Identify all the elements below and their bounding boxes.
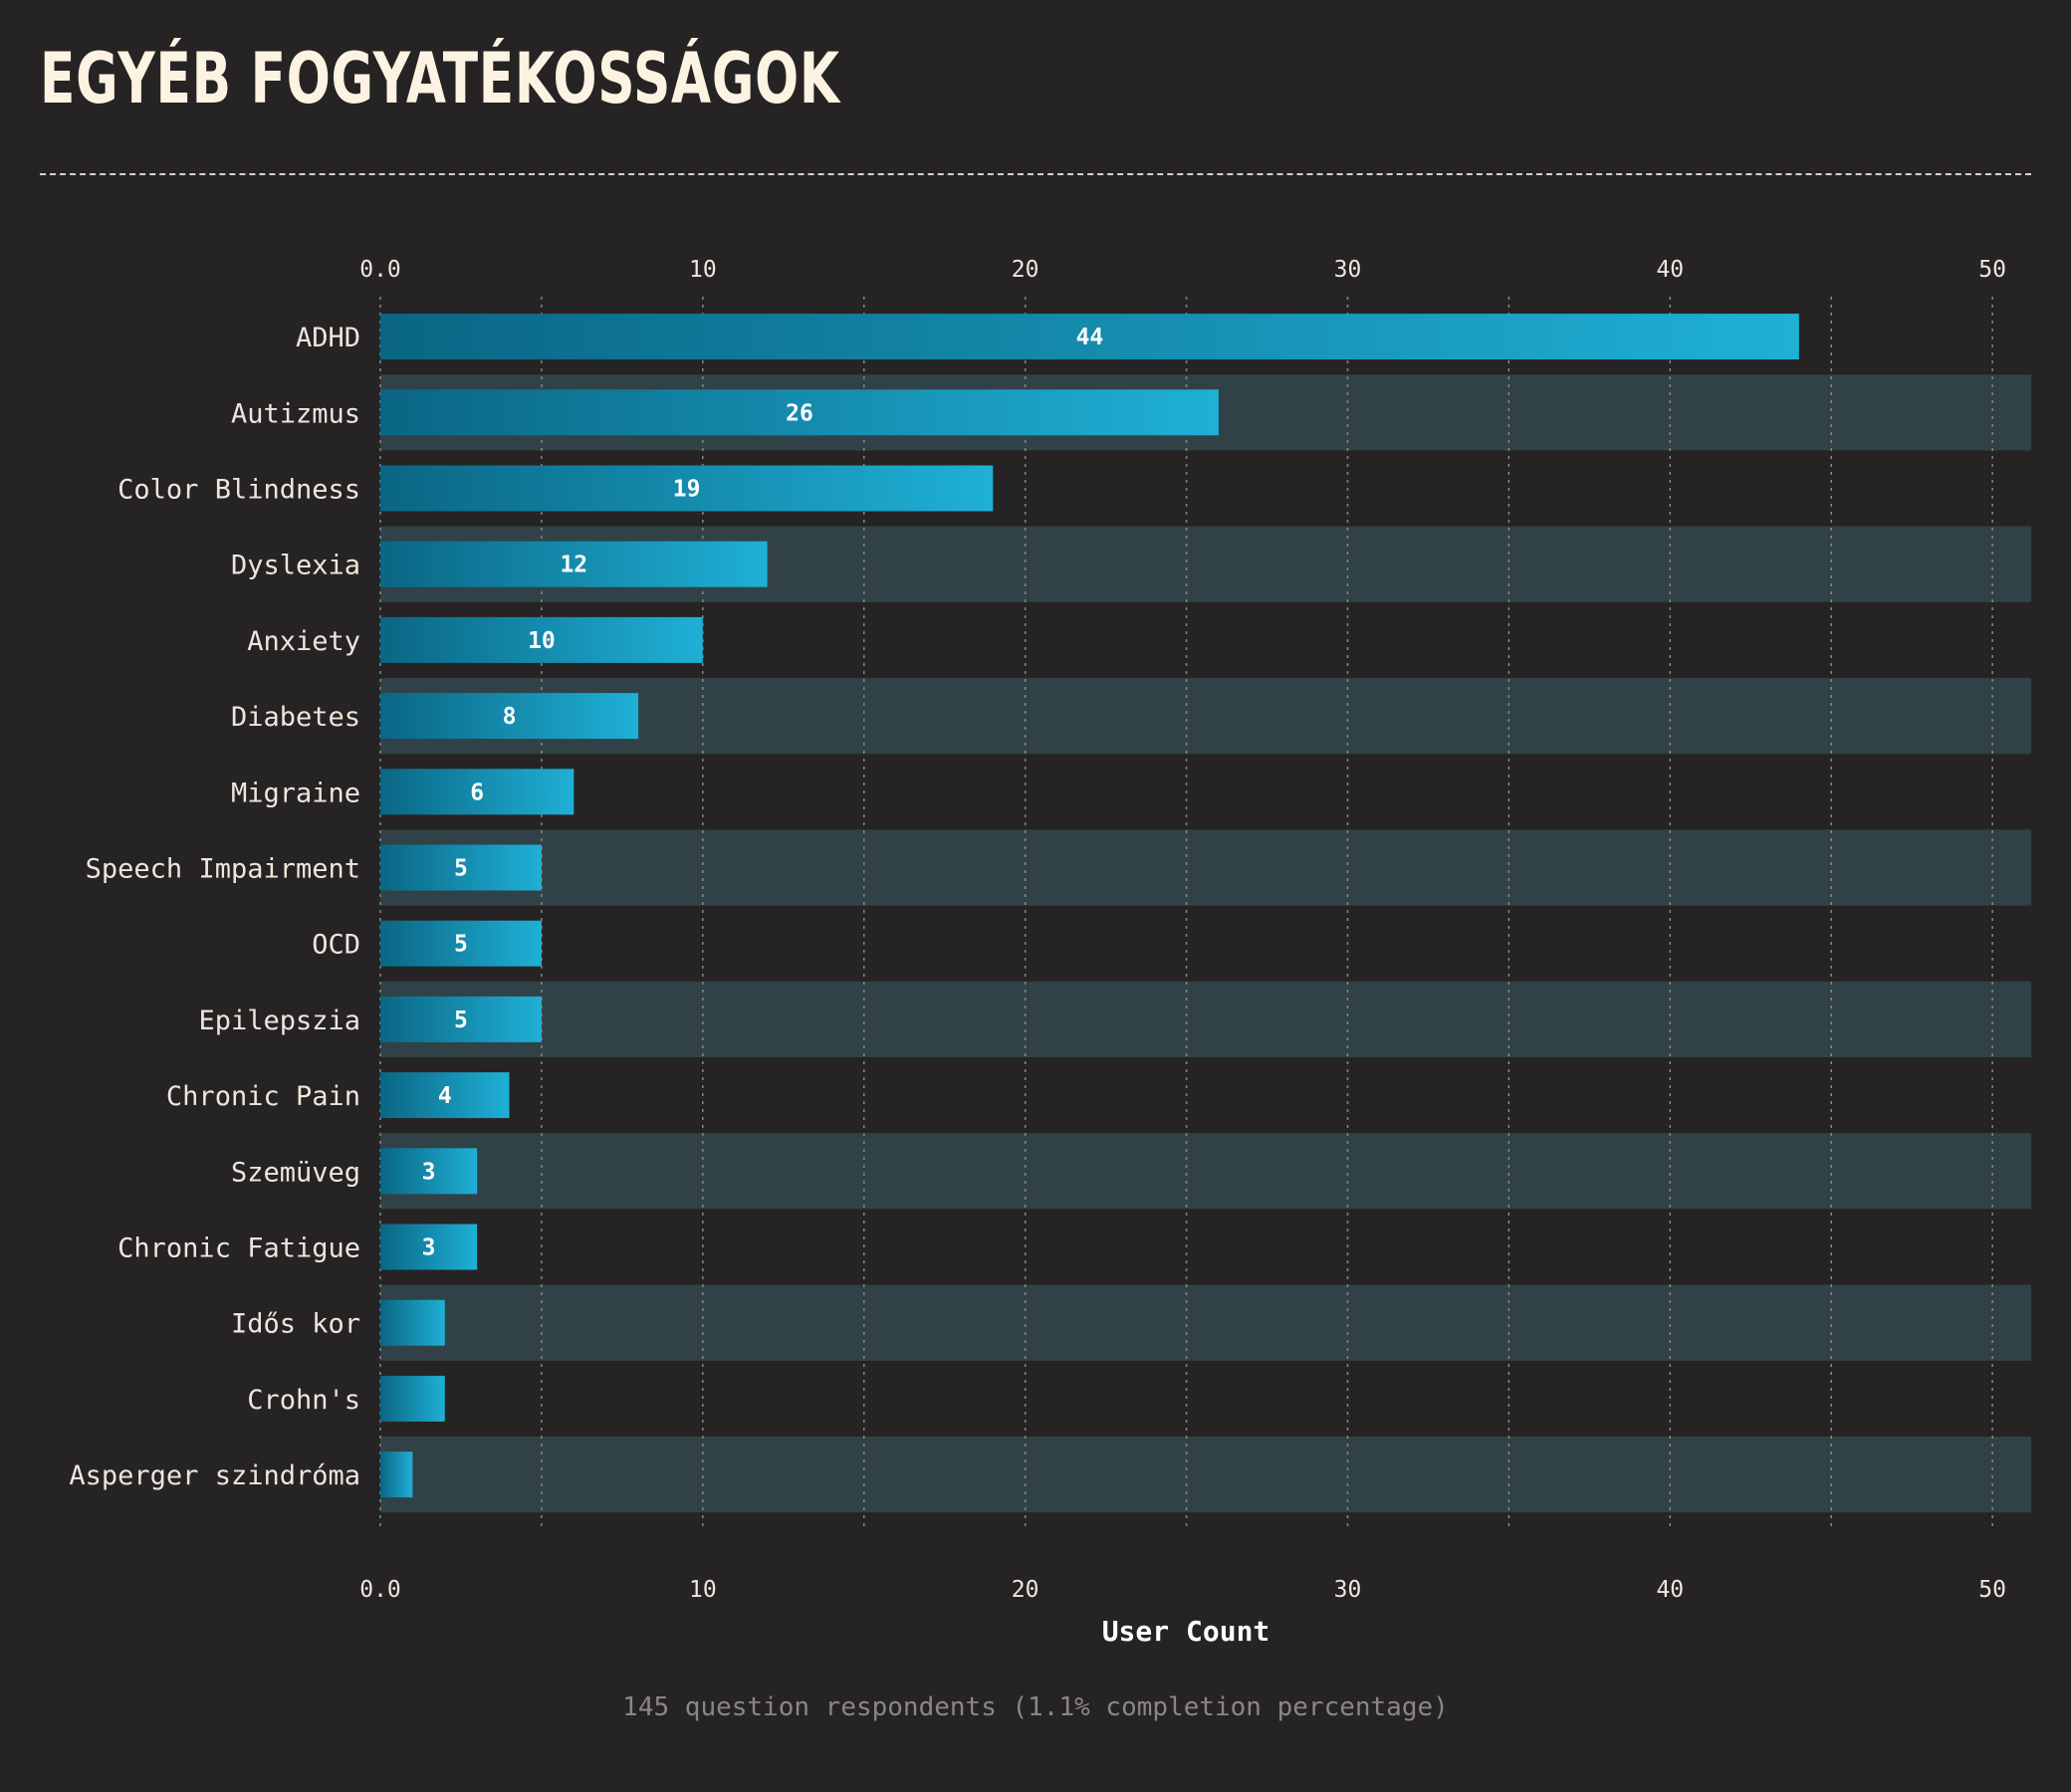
bar-value-label: 26 xyxy=(786,400,813,426)
page-title: EGYÉB FOGYATÉKOSSÁGOK xyxy=(40,38,840,119)
x-tick-label-top: 10 xyxy=(689,257,717,283)
category-label: Crohn's xyxy=(247,1385,360,1416)
bar xyxy=(380,693,639,740)
bar-value-label: 4 xyxy=(438,1083,452,1109)
category-label: Chronic Pain xyxy=(166,1081,360,1112)
bar xyxy=(380,1452,413,1498)
x-tick-label-bottom: 30 xyxy=(1334,1577,1362,1603)
x-tick-label-bottom: 40 xyxy=(1656,1577,1684,1603)
category-label: Anxiety xyxy=(247,626,360,657)
row-band xyxy=(380,981,2031,1057)
x-tick-label-top: 0.0 xyxy=(359,257,401,283)
bar-value-label: 3 xyxy=(422,1235,436,1261)
bar xyxy=(380,769,575,815)
bars xyxy=(380,314,1799,1498)
row-band xyxy=(380,1284,2031,1361)
bar xyxy=(380,1224,478,1270)
value-labels: 44 26 19 12 10 8 6 5 5 5 4 3 3 xyxy=(422,325,1104,1260)
bar xyxy=(380,1375,445,1422)
bar xyxy=(380,314,1799,360)
bar xyxy=(380,844,542,891)
bar xyxy=(380,1072,510,1119)
x-tick-label-bottom: 20 xyxy=(1012,1577,1039,1603)
category-labels: ADHD Autizmus Color Blindness Dyslexia Anxie… xyxy=(69,323,360,1491)
x-axis-title: User Count xyxy=(1102,1615,1270,1648)
x-tick-label-bottom: 0.0 xyxy=(359,1577,401,1603)
category-label: Epilepszia xyxy=(198,1006,360,1036)
footnote: 145 question respondents (1.1% completio… xyxy=(622,1692,1449,1722)
x-tick-label-bottom: 50 xyxy=(1978,1577,2006,1603)
bar-chart: 0.0 10 20 30 40 50 0.0 10 20 30 40 50 ADHD Autizmus… xyxy=(69,257,2031,1648)
bar xyxy=(380,996,542,1042)
category-label: ADHD xyxy=(296,323,360,353)
row-band xyxy=(380,1437,2031,1513)
bar-value-label: 8 xyxy=(503,704,517,730)
x-tick-label-top: 30 xyxy=(1334,257,1362,283)
bar xyxy=(380,920,542,967)
x-tick-label-top: 50 xyxy=(1978,257,2006,283)
bar xyxy=(380,541,768,587)
bar-value-label: 12 xyxy=(560,553,587,578)
category-label: Color Blindness xyxy=(117,475,360,506)
title-divider xyxy=(40,173,2031,175)
bar-value-label: 5 xyxy=(454,856,468,882)
category-label: Chronic Fatigue xyxy=(117,1233,360,1264)
category-label: Migraine xyxy=(231,778,360,808)
bottom-axis: 0.0 10 20 30 40 50 xyxy=(359,1577,2006,1603)
bar-value-label: 3 xyxy=(422,1159,436,1185)
bar-value-label: 6 xyxy=(470,780,484,805)
bar-value-label: 44 xyxy=(1076,325,1104,350)
row-band xyxy=(380,829,2031,906)
category-label: Autizmus xyxy=(231,398,360,429)
row-bands xyxy=(380,374,2031,1513)
category-label: Speech Impairment xyxy=(86,854,360,885)
bar xyxy=(380,1299,445,1346)
category-label: Diabetes xyxy=(231,702,360,733)
x-tick-label-top: 20 xyxy=(1012,257,1039,283)
x-tick-label-top: 40 xyxy=(1656,257,1684,283)
x-tick-label-bottom: 10 xyxy=(689,1577,717,1603)
bar xyxy=(380,1148,478,1195)
bar-value-label: 5 xyxy=(454,1008,468,1033)
bar-value-label: 19 xyxy=(673,477,701,503)
row-band xyxy=(380,1133,2031,1210)
category-label: OCD xyxy=(312,930,360,961)
category-label: Asperger szindróma xyxy=(69,1460,360,1491)
category-label: Dyslexia xyxy=(231,551,360,581)
bar xyxy=(380,616,703,663)
bar xyxy=(380,465,994,512)
bar-value-label: 5 xyxy=(454,932,468,958)
gridlines xyxy=(379,297,1993,1527)
top-axis: 0.0 10 20 30 40 50 xyxy=(359,257,2006,283)
row-band xyxy=(380,678,2031,755)
bar-value-label: 10 xyxy=(528,628,556,654)
category-label: Szemüveg xyxy=(231,1157,360,1188)
bar xyxy=(380,389,1219,436)
category-label: Idős kor xyxy=(231,1309,360,1340)
